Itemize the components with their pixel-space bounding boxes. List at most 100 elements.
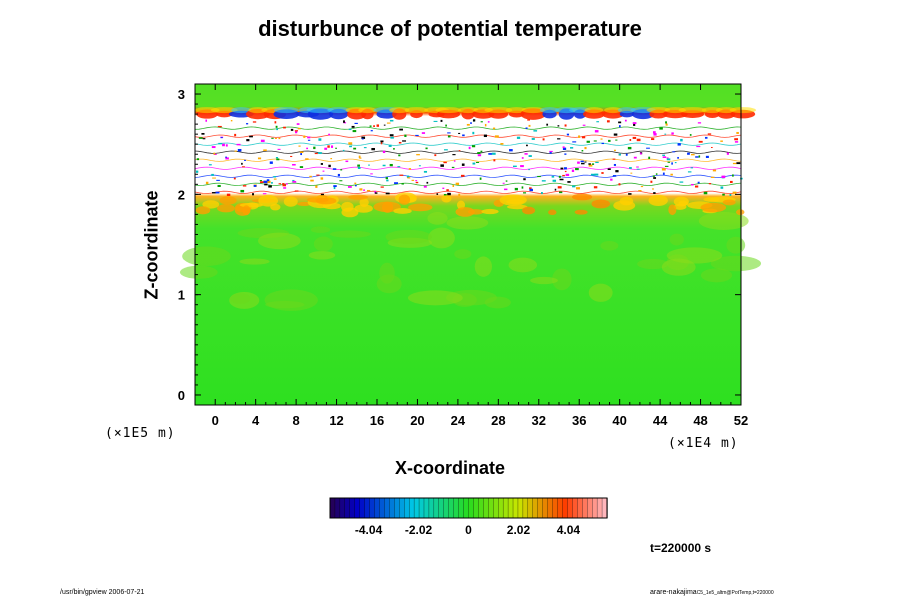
colorbar-cell bbox=[354, 497, 361, 519]
noise-speck bbox=[440, 164, 444, 167]
noise-speck bbox=[282, 183, 285, 185]
y-tick-label: 0 bbox=[178, 388, 185, 403]
band-patch bbox=[239, 202, 263, 208]
colorbar-frame bbox=[329, 497, 608, 519]
colorbar-cell bbox=[537, 497, 544, 519]
y-tick-label: 1 bbox=[178, 288, 185, 303]
colorbar-cell bbox=[379, 497, 386, 519]
noise-speck bbox=[347, 186, 352, 188]
noise-speck bbox=[564, 167, 567, 170]
noise-speck bbox=[407, 177, 411, 179]
colorbar-cell bbox=[512, 497, 519, 519]
noise-speck bbox=[594, 130, 599, 133]
noise-speck bbox=[707, 133, 712, 135]
y-axis-label: Z-coordinate bbox=[141, 190, 162, 300]
noise-speck bbox=[564, 124, 567, 127]
field-patch bbox=[385, 229, 432, 244]
noise-speck bbox=[244, 159, 246, 161]
noise-speck bbox=[652, 175, 655, 177]
noise-speck bbox=[426, 181, 429, 184]
band-patch bbox=[673, 196, 689, 207]
noise-speck bbox=[629, 167, 632, 169]
x-tick-label: 40 bbox=[612, 413, 626, 428]
colorbar-cell bbox=[532, 497, 539, 519]
noise-speck bbox=[382, 164, 386, 167]
colorbar-cell bbox=[572, 497, 578, 519]
noise-speck bbox=[277, 148, 281, 150]
field-patch bbox=[428, 227, 455, 249]
noise-speck bbox=[225, 144, 228, 147]
band-patch bbox=[648, 194, 668, 207]
noise-speck bbox=[667, 161, 671, 163]
noise-speck bbox=[252, 121, 257, 123]
noise-speck bbox=[562, 174, 565, 177]
noise-speck bbox=[201, 132, 205, 135]
band-patch bbox=[283, 196, 298, 207]
colorbar-cell bbox=[423, 497, 430, 519]
noise-speck bbox=[320, 163, 324, 165]
band-patch bbox=[270, 203, 281, 211]
footer-command: /usr/bin/gpview 2006-07-21 bbox=[60, 589, 145, 596]
colorbar-cell bbox=[502, 497, 509, 519]
noise-speck bbox=[689, 134, 692, 136]
field-patch bbox=[698, 212, 749, 230]
band-patch bbox=[722, 199, 736, 206]
x-tick-label: 28 bbox=[491, 413, 505, 428]
blob-halo bbox=[617, 107, 636, 114]
footer-author: arare-nakajima bbox=[650, 589, 697, 596]
noise-speck bbox=[677, 156, 679, 159]
field-patch bbox=[700, 268, 733, 283]
y-tick-label: 2 bbox=[178, 187, 185, 202]
noise-speck bbox=[447, 135, 451, 138]
band-patch bbox=[348, 194, 369, 200]
colorbar-cell bbox=[542, 497, 549, 519]
noise-speck bbox=[614, 149, 616, 152]
noise-speck bbox=[698, 155, 701, 158]
field-patch bbox=[552, 268, 572, 291]
noise-speck bbox=[290, 155, 293, 158]
noise-speck bbox=[628, 193, 632, 195]
blob-halo bbox=[484, 107, 513, 114]
blob-halo bbox=[273, 107, 299, 114]
noise-speck bbox=[440, 119, 443, 122]
colorbar-cell bbox=[349, 497, 356, 519]
noise-speck bbox=[652, 188, 654, 190]
noise-speck bbox=[318, 152, 322, 154]
noise-speck bbox=[434, 154, 437, 157]
noise-speck bbox=[697, 122, 702, 124]
x-tick-label: 48 bbox=[693, 413, 707, 428]
noise-speck bbox=[363, 147, 367, 149]
noise-speck bbox=[475, 161, 480, 163]
noise-speck bbox=[416, 154, 420, 156]
noise-speck bbox=[704, 136, 708, 139]
noise-speck bbox=[477, 152, 481, 155]
noise-speck bbox=[720, 140, 723, 142]
noise-speck bbox=[328, 164, 331, 168]
noise-speck bbox=[612, 158, 616, 160]
noise-speck bbox=[324, 147, 328, 150]
field-patch bbox=[310, 226, 331, 234]
noise-speck bbox=[484, 123, 487, 127]
noise-speck bbox=[359, 157, 362, 159]
noise-speck bbox=[655, 173, 658, 175]
noise-speck bbox=[382, 150, 386, 154]
noise-speck bbox=[520, 165, 524, 168]
colorbar-cell bbox=[488, 497, 494, 519]
noise-speck bbox=[262, 193, 267, 195]
field-patch bbox=[710, 255, 762, 272]
noise-speck bbox=[349, 145, 352, 148]
noise-speck bbox=[218, 142, 223, 145]
noise-speck bbox=[274, 121, 277, 124]
noise-speck bbox=[710, 176, 715, 179]
noise-speck bbox=[730, 180, 733, 183]
noise-speck bbox=[390, 136, 394, 139]
noise-speck bbox=[453, 160, 456, 162]
noise-speck bbox=[607, 168, 611, 171]
noise-speck bbox=[236, 143, 241, 146]
noise-speck bbox=[275, 125, 278, 128]
noise-speck bbox=[363, 189, 365, 191]
colorbar-cell bbox=[339, 497, 346, 519]
chart-title: disturbunce of potential temperature bbox=[258, 16, 642, 41]
noise-speck bbox=[268, 185, 272, 188]
noise-speck bbox=[267, 180, 271, 184]
